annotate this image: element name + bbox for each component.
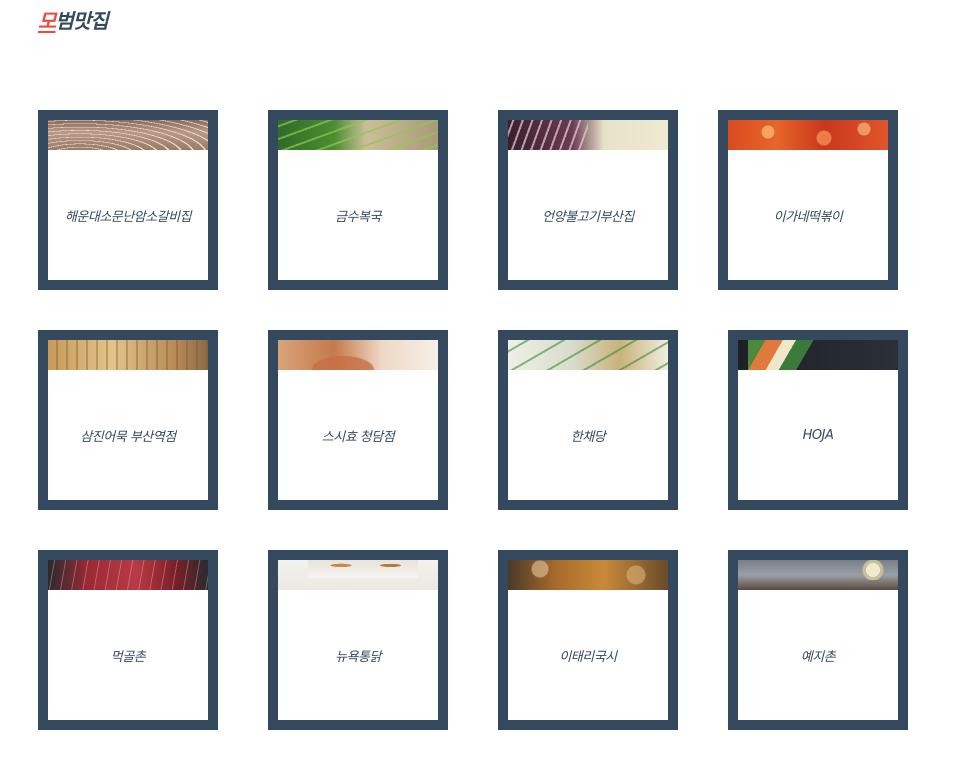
restaurant-thumbnail [48,120,208,150]
restaurant-thumbnail [278,340,438,370]
restaurant-card[interactable]: 삼진어묵 부산역점 [38,330,218,510]
restaurant-name: 뉴욕통닭 [335,649,381,665]
restaurant-card[interactable]: 해운대소문난암소갈비집 [38,110,218,290]
restaurant-name: 금수복국 [335,209,381,225]
restaurant-thumbnail [738,340,898,370]
restaurant-card[interactable]: 먹골촌 [38,550,218,730]
restaurant-thumbnail [278,560,438,590]
restaurant-thumbnail [48,560,208,590]
page-title-accent: 모 [38,9,56,33]
restaurant-card[interactable]: 뉴욕통닭 [268,550,448,730]
page-title: 모범맛집 [38,8,109,34]
restaurant-card[interactable]: 이태리국시 [498,550,678,730]
restaurant-name: 삼진어묵 부산역점 [80,429,176,445]
restaurant-thumbnail [48,340,208,370]
restaurant-card[interactable]: 언양불고기부산집 [498,110,678,290]
restaurant-name: 먹골촌 [110,649,146,665]
restaurant-thumbnail [508,340,668,370]
restaurant-thumbnail [508,560,668,590]
restaurant-name: HOJA [802,427,834,443]
restaurant-card[interactable]: 예지촌 [728,550,908,730]
restaurant-name: 한채당 [570,429,606,445]
restaurant-name: 이가네떡볶이 [773,209,843,225]
page-title-rest: 범맛집 [55,9,108,33]
restaurant-thumbnail [738,560,898,590]
restaurant-name: 스시효 청담점 [321,429,395,445]
restaurant-thumbnail [278,120,438,150]
restaurant-thumbnail [508,120,668,150]
restaurant-name: 이태리국시 [559,649,617,665]
restaurant-card[interactable]: 이가네떡볶이 [718,110,898,290]
restaurant-thumbnail [728,120,888,150]
restaurant-card[interactable]: 금수복국 [268,110,448,290]
restaurant-card[interactable]: HOJA [728,330,908,510]
restaurant-name: 해운대소문난암소갈비집 [64,209,192,225]
restaurant-card[interactable]: 스시효 청담점 [268,330,448,510]
restaurant-card[interactable]: 한채당 [498,330,678,510]
restaurant-name: 언양불고기부산집 [542,209,634,225]
restaurant-name: 예지촌 [800,649,836,665]
